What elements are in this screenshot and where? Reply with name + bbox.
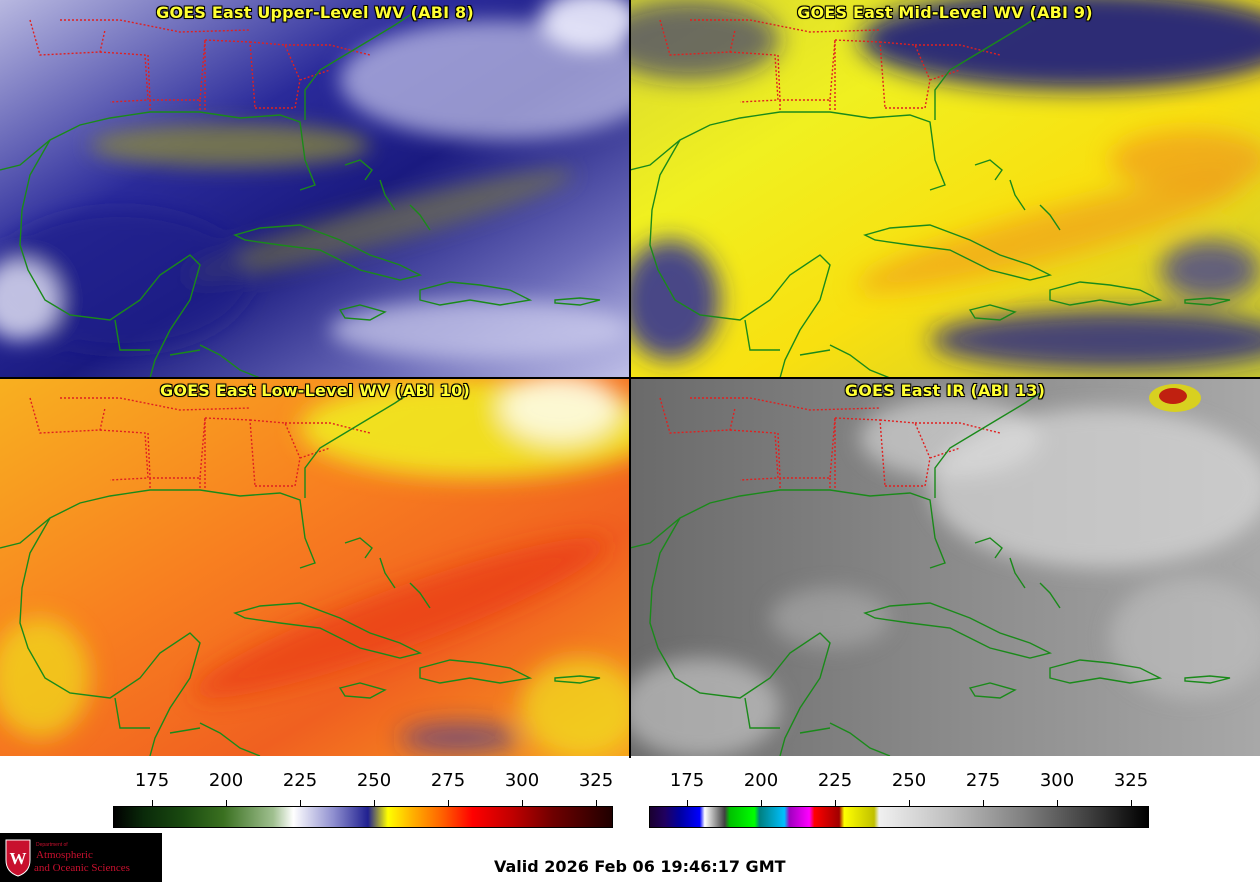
cold-cloud-top-patch — [1149, 384, 1201, 412]
wv-tick-mark — [300, 800, 301, 806]
wv-tick-label: 300 — [504, 770, 540, 791]
low-level-wv-imagery — [0, 378, 630, 756]
wv-tick-label: 325 — [578, 770, 614, 791]
svg-text:W: W — [10, 849, 27, 868]
panel-upper-level-wv: GOES East Upper-Level WV (ABI 8) — [0, 0, 630, 378]
ir-tick-label: 275 — [965, 770, 1001, 791]
ir-tick-label: 325 — [1113, 770, 1149, 791]
panel-ir: GOES East IR (ABI 13) — [630, 378, 1260, 756]
ir-tick-label: 200 — [743, 770, 779, 791]
ir-tick-mark — [983, 800, 984, 806]
logo-line1: Atmospheric — [36, 849, 93, 861]
panel-title: GOES East Mid-Level WV (ABI 9) — [797, 3, 1093, 22]
ir-tick-mark — [1057, 800, 1058, 806]
wv-tick-label: 250 — [356, 770, 392, 791]
panel-divider-horizontal — [0, 377, 1260, 379]
wv-tick-mark — [226, 800, 227, 806]
ir-tick-label: 175 — [669, 770, 705, 791]
valid-timestamp: Valid 2026 Feb 06 19:46:17 GMT — [494, 857, 786, 876]
aos-logo: W Department of Atmospheric and Oceanic … — [0, 833, 162, 882]
panel-title: GOES East Upper-Level WV (ABI 8) — [156, 3, 474, 22]
mid-level-wv-imagery — [630, 0, 1260, 378]
wv-tick-mark — [448, 800, 449, 806]
uw-crest-icon: W — [5, 839, 31, 877]
ir-imagery — [630, 378, 1260, 756]
panel-divider-vertical — [629, 0, 631, 758]
wv-tick-label: 200 — [208, 770, 244, 791]
ir-tick-mark — [1131, 800, 1132, 806]
ir-tick-label: 300 — [1039, 770, 1075, 791]
wv-color-gradient — [113, 806, 613, 828]
wv-tick-mark — [374, 800, 375, 806]
wv-colorbar: 175 200 225 250 275 300 325 — [0, 770, 630, 830]
panel-title: GOES East Low-Level WV (ABI 10) — [159, 381, 470, 400]
wv-tick-label: 225 — [282, 770, 318, 791]
ir-color-gradient — [649, 806, 1149, 828]
ir-tick-mark — [761, 800, 762, 806]
wv-tick-label: 275 — [430, 770, 466, 791]
wv-tick-mark — [522, 800, 523, 806]
wv-tick-mark — [152, 800, 153, 806]
panel-title: GOES East IR (ABI 13) — [844, 381, 1046, 400]
wv-tick-label: 175 — [134, 770, 170, 791]
ir-tick-mark — [687, 800, 688, 806]
ir-colorbar: 175 200 225 250 275 300 325 — [630, 770, 1260, 830]
panel-low-level-wv: GOES East Low-Level WV (ABI 10) — [0, 378, 630, 756]
upper-level-wv-imagery — [0, 0, 630, 378]
panel-mid-level-wv: GOES East Mid-Level WV (ABI 9) — [630, 0, 1260, 378]
ir-tick-label: 250 — [891, 770, 927, 791]
wv-tick-mark — [596, 800, 597, 806]
ir-tick-mark — [835, 800, 836, 806]
logo-line2: and Oceanic Sciences — [34, 862, 130, 874]
ir-tick-label: 225 — [817, 770, 853, 791]
logo-dept-text: Department of — [36, 842, 68, 848]
ir-tick-mark — [909, 800, 910, 806]
